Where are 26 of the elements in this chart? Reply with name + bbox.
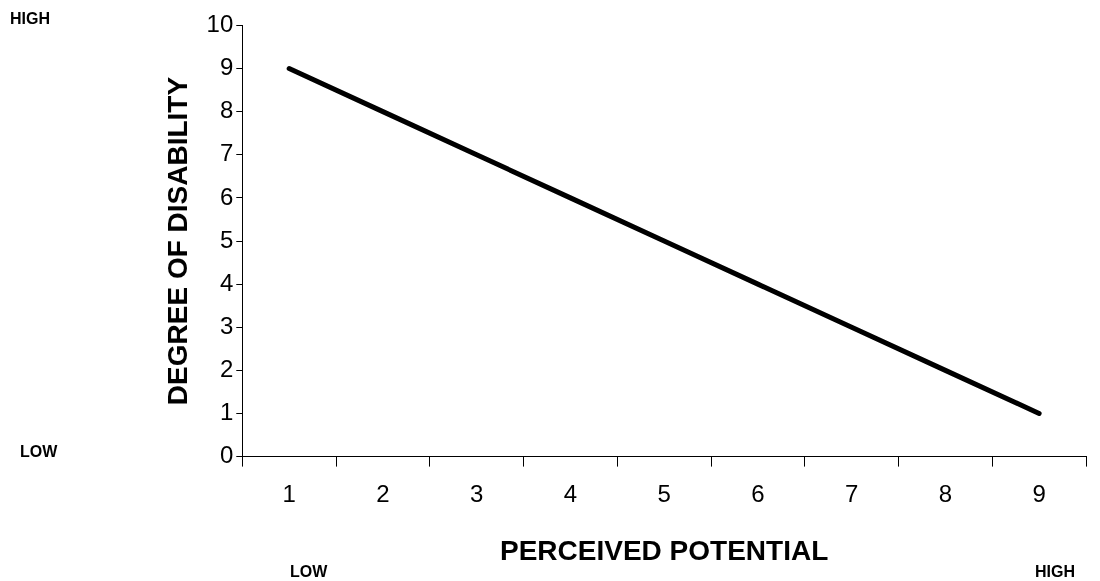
text: HIGH: [1035, 563, 1075, 581]
y-tick-label: 7: [219, 139, 234, 167]
y-tick-label: 10: [206, 10, 234, 38]
x-tick-label: 5: [657, 479, 671, 507]
x-tick-label: 6: [751, 479, 765, 507]
x-tick-label: 4: [563, 479, 578, 507]
y-tick-label: 2: [219, 354, 234, 382]
x-tick-label: 7: [844, 479, 859, 507]
text: LOW: [290, 563, 328, 581]
text: LOW: [20, 443, 58, 461]
y-axis-title: DEGREE OF DISABILITY: [161, 76, 193, 406]
y-tick-label: 9: [219, 53, 234, 81]
x-tick-label: 1: [282, 479, 296, 507]
y-tick-label: 1: [219, 398, 234, 426]
x-tick-label: 3: [469, 479, 484, 507]
x-tick-label: 8: [938, 479, 953, 507]
y-tick-label: 0: [219, 441, 234, 469]
y-tick-label: 6: [219, 182, 234, 210]
y-tick-label: 8: [219, 96, 234, 124]
y-tick-label: 5: [219, 225, 234, 253]
x-tick-label: 9: [1032, 479, 1046, 507]
y-tick-label: 4: [219, 268, 234, 296]
y-tick-label: 3: [219, 311, 234, 339]
text: HIGH: [10, 10, 50, 28]
x-tick-label: 2: [376, 479, 390, 507]
x-axis-title: PERCEIVED POTENTIAL: [500, 534, 829, 566]
